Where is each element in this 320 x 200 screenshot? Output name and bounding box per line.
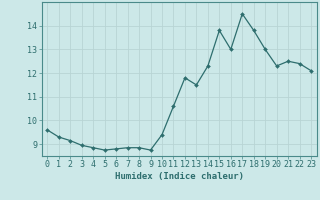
X-axis label: Humidex (Indice chaleur): Humidex (Indice chaleur) <box>115 172 244 181</box>
